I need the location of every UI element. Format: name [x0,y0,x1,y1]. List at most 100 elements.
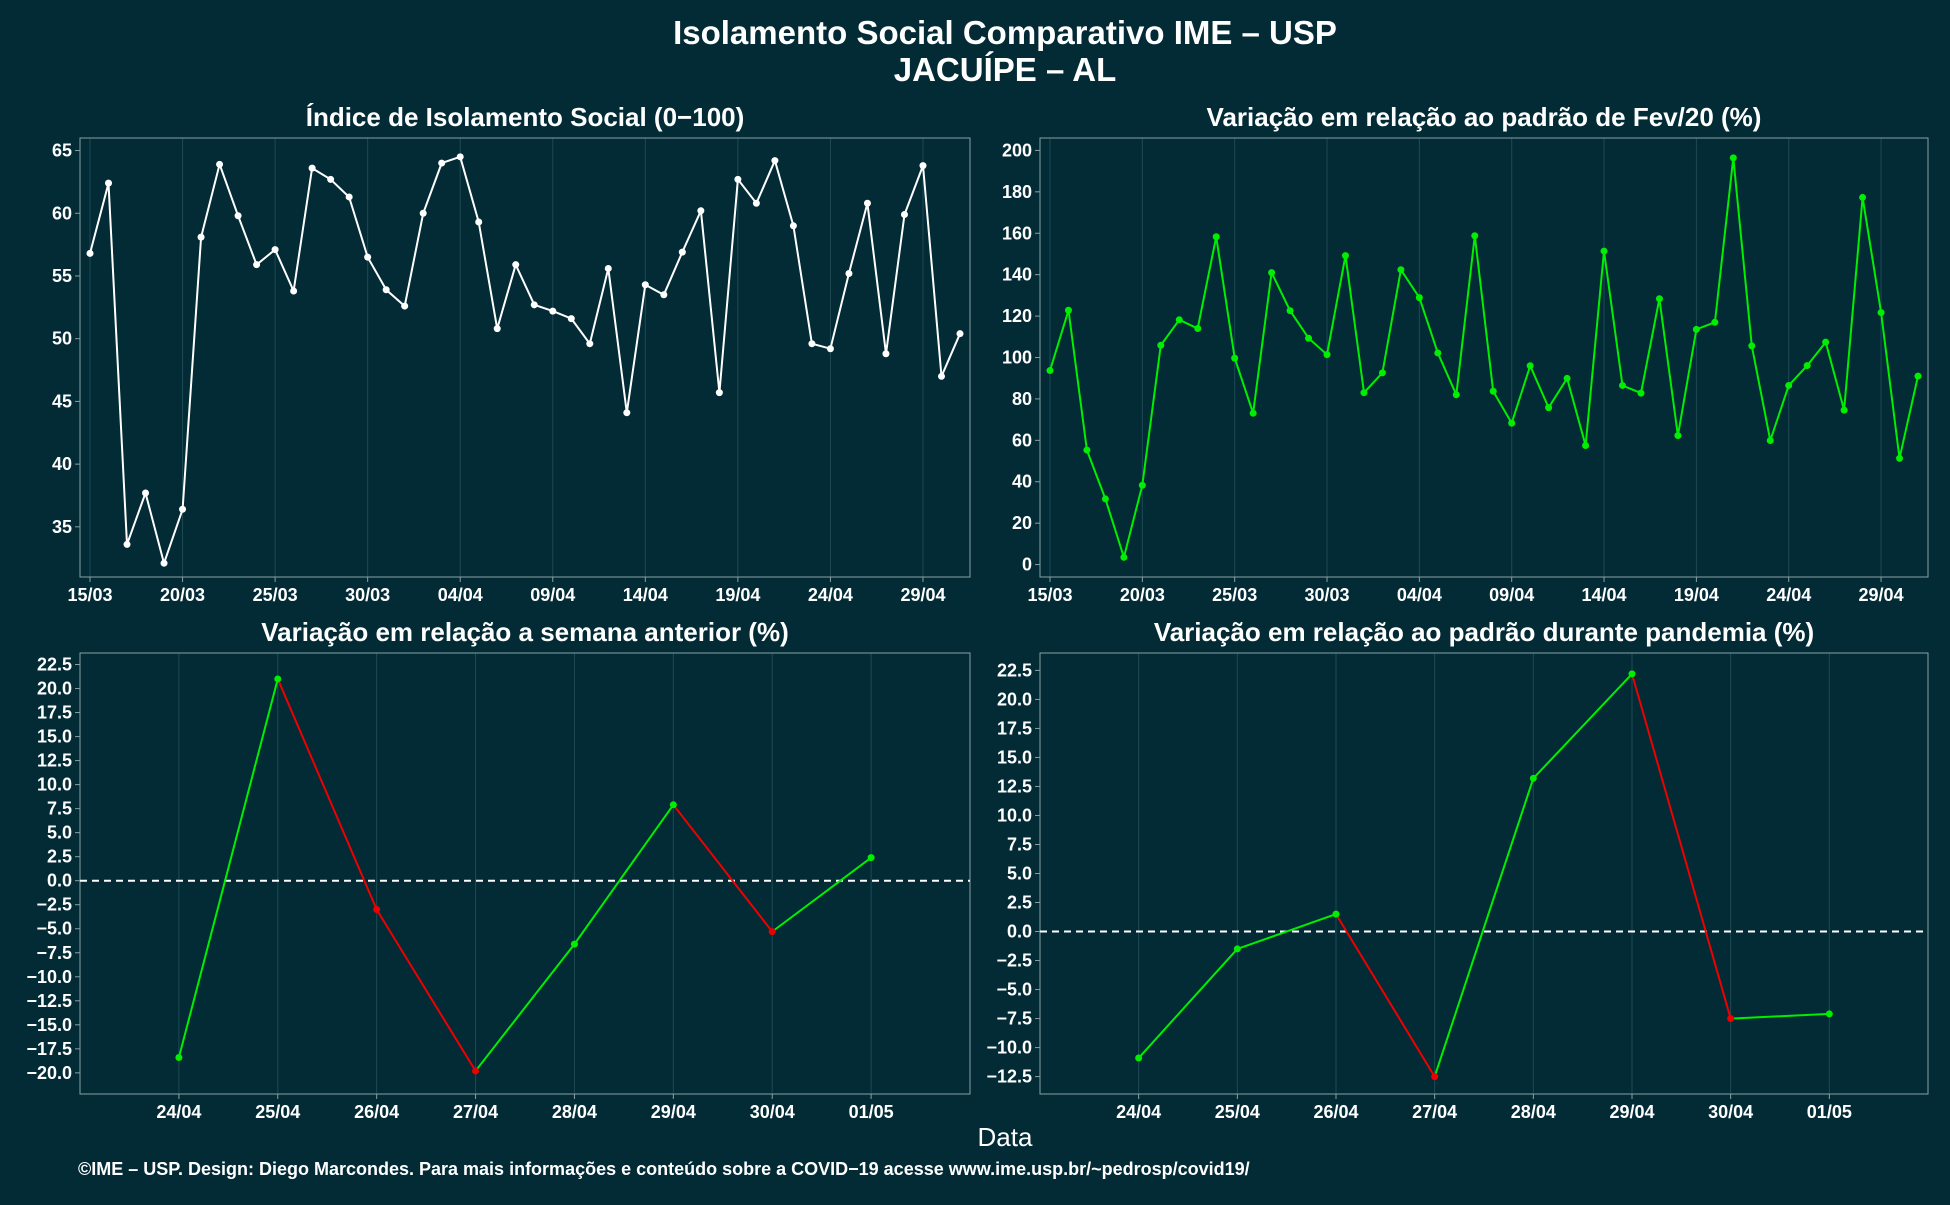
data-point [1655,295,1663,303]
data-point [752,199,760,207]
y-tick-label: 200 [1002,140,1032,160]
data-point [86,249,94,257]
x-tick-label: 30/03 [345,585,390,605]
data-point [1785,381,1793,389]
plot-frame [79,652,971,1095]
data-point [472,1067,480,1075]
data-point [1064,306,1072,314]
y-tick-label: 7.5 [47,799,72,819]
y-tick-label: 2.5 [1007,893,1032,913]
x-tick-label: 19/04 [715,585,760,605]
data-point [586,340,594,348]
y-tick-label: 35 [52,517,72,537]
x-tick-label: 14/04 [623,585,668,605]
x-tick-label: 01/05 [849,1102,894,1122]
data-point [274,675,282,683]
data-point [1120,553,1128,561]
y-tick-label: 100 [1002,348,1032,368]
data-point [1194,325,1202,333]
data-point [1101,495,1109,503]
series-segment [1532,673,1633,780]
data-point [1628,670,1636,678]
data-point [863,199,871,207]
y-tick-label: −2.5 [996,951,1032,971]
data-point [1231,354,1239,362]
data-point [1138,481,1146,489]
data-point [734,175,742,183]
x-tick-label: 26/04 [354,1102,399,1122]
y-tick-label: −20.0 [26,1063,72,1083]
series-segment [1433,778,1535,1077]
data-point [1582,442,1590,450]
plot-frame [1039,137,1929,578]
y-tick-label: 22.5 [997,660,1032,680]
data-point [105,179,113,187]
x-tick-label: 19/04 [1674,585,1719,605]
data-point [142,489,150,497]
data-point [867,854,875,862]
y-tick-label: 80 [1012,389,1032,409]
data-point [1914,372,1922,380]
y-tick-label: 20 [1012,513,1032,533]
y-tick-label: 120 [1002,306,1032,326]
series-segment [474,943,576,1072]
y-tick-label: 0.0 [1007,922,1032,942]
x-tick-label: 30/04 [750,1102,795,1122]
y-tick-label: 15.0 [997,747,1032,767]
data-point [382,286,390,294]
x-tick-label: 24/04 [1766,585,1811,605]
data-point [641,281,649,289]
data-point [1434,349,1442,357]
data-point [234,212,242,220]
y-tick-label: 60 [1012,430,1032,450]
x-tick-label: 30/04 [1708,1102,1753,1122]
chart-panel-fev: Variação em relação ao padrão de Fev/20 … [1002,102,1929,605]
x-tick-label: 27/04 [1412,1102,1457,1122]
y-tick-label: 20.0 [997,689,1032,709]
y-tick-label: 7.5 [1007,834,1032,854]
x-tick-label: 24/04 [1116,1102,1161,1122]
y-tick-label: 5.0 [1007,864,1032,884]
data-point [1083,446,1091,454]
x-axis-label: Data [978,1122,1033,1152]
plot-frame [79,137,971,578]
y-tick-label: 15.0 [37,727,72,747]
data-point [345,193,353,201]
data-point [1729,154,1737,162]
x-tick-label: 09/04 [1489,585,1534,605]
data-point [900,211,908,219]
data-point [919,162,927,170]
data-point [1323,351,1331,359]
y-tick-label: −12.5 [26,991,72,1011]
y-tick-label: 10.0 [37,775,72,795]
x-tick-label: 14/04 [1582,585,1627,605]
x-tick-label: 24/04 [808,585,853,605]
panel-title: Variação em relação ao padrão de Fev/20 … [1207,102,1762,132]
data-point [789,222,797,230]
data-point [456,153,464,161]
data-point [475,218,483,226]
data-point [697,207,705,215]
data-point [604,264,612,272]
data-point [1135,1054,1143,1062]
x-tick-label: 27/04 [453,1102,498,1122]
data-point [768,928,776,936]
chart-panel-pandemia: Variação em relação ao padrão durante pa… [986,617,1929,1122]
y-tick-label: −15.0 [26,1015,72,1035]
y-tick-label: 17.5 [997,718,1032,738]
chart-panel-indice: Índice de Isolamento Social (0−100) 35 40 4… [52,102,971,605]
data-point [1840,406,1848,414]
y-tick-label: −10.0 [26,967,72,987]
data-point [1896,454,1904,462]
x-tick-label: 29/04 [651,1102,696,1122]
data-point [1766,437,1774,445]
data-point [660,291,668,299]
data-point [1674,432,1682,440]
x-tick-label: 28/04 [552,1102,597,1122]
data-point [1619,381,1627,389]
y-tick-label: 12.5 [997,776,1032,796]
data-point [1397,266,1405,274]
data-point [1305,334,1313,342]
data-point [956,330,964,338]
x-tick-label: 25/03 [1212,585,1257,605]
